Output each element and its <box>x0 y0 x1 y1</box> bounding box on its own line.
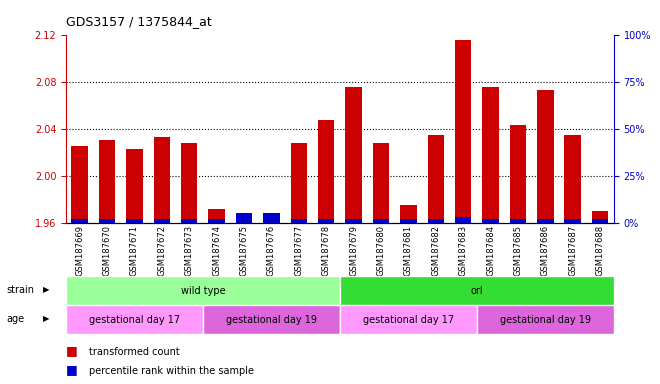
Text: gestational day 19: gestational day 19 <box>500 314 591 325</box>
Text: GSM187684: GSM187684 <box>486 225 495 276</box>
Bar <box>400 205 416 223</box>
Bar <box>340 305 477 334</box>
Bar <box>263 213 280 223</box>
Text: GDS3157 / 1375844_at: GDS3157 / 1375844_at <box>66 15 212 28</box>
Text: percentile rank within the sample: percentile rank within the sample <box>89 366 254 376</box>
Bar <box>154 219 170 223</box>
Text: GSM187687: GSM187687 <box>568 225 578 276</box>
Bar <box>71 146 88 223</box>
Bar <box>592 211 609 223</box>
Text: GSM187686: GSM187686 <box>541 225 550 276</box>
Text: GSM187677: GSM187677 <box>294 225 304 276</box>
Bar <box>236 213 252 223</box>
Text: GSM187682: GSM187682 <box>431 225 440 276</box>
Bar <box>318 219 335 223</box>
Bar <box>537 219 554 223</box>
Text: gestational day 17: gestational day 17 <box>89 314 180 325</box>
Bar <box>455 40 471 223</box>
Bar <box>345 88 362 223</box>
Text: GSM187672: GSM187672 <box>157 225 166 276</box>
Text: GSM187674: GSM187674 <box>212 225 221 276</box>
Bar <box>564 134 581 223</box>
Bar <box>345 219 362 223</box>
Bar <box>99 141 116 223</box>
Bar <box>400 219 416 223</box>
Bar <box>209 219 225 223</box>
Bar <box>537 90 554 223</box>
Bar <box>209 209 225 223</box>
Text: ■: ■ <box>66 344 78 357</box>
Text: GSM187680: GSM187680 <box>376 225 385 276</box>
Bar <box>290 219 307 223</box>
Bar <box>477 305 614 334</box>
Bar <box>99 219 116 223</box>
Bar <box>482 88 499 223</box>
Bar <box>482 219 499 223</box>
Bar <box>428 134 444 223</box>
Text: GSM187676: GSM187676 <box>267 225 276 276</box>
Bar <box>510 219 526 223</box>
Bar <box>428 219 444 223</box>
Bar <box>126 219 143 223</box>
Text: transformed count: transformed count <box>89 347 180 357</box>
Text: GSM187679: GSM187679 <box>349 225 358 276</box>
Bar <box>455 217 471 223</box>
Bar <box>290 143 307 223</box>
Text: GSM187688: GSM187688 <box>595 225 605 276</box>
Text: GSM187669: GSM187669 <box>75 225 84 276</box>
Bar <box>592 219 609 223</box>
Bar <box>181 143 197 223</box>
Text: GSM187683: GSM187683 <box>459 225 468 276</box>
Text: gestational day 17: gestational day 17 <box>363 314 454 325</box>
Bar <box>66 305 203 334</box>
Bar <box>510 125 526 223</box>
Text: ▶: ▶ <box>43 285 49 295</box>
Bar <box>373 219 389 223</box>
Text: GSM187678: GSM187678 <box>321 225 331 276</box>
Bar <box>154 137 170 223</box>
Bar <box>340 276 614 305</box>
Bar <box>71 219 88 223</box>
Text: GSM187681: GSM187681 <box>404 225 413 276</box>
Text: gestational day 19: gestational day 19 <box>226 314 317 325</box>
Text: GSM187675: GSM187675 <box>240 225 249 276</box>
Text: GSM187670: GSM187670 <box>102 225 112 276</box>
Bar <box>181 219 197 223</box>
Bar <box>203 305 340 334</box>
Bar <box>318 121 335 223</box>
Bar <box>564 219 581 223</box>
Bar <box>373 143 389 223</box>
Bar <box>126 149 143 223</box>
Text: GSM187673: GSM187673 <box>185 225 194 276</box>
Text: ■: ■ <box>66 363 78 376</box>
Text: strain: strain <box>7 285 34 295</box>
Text: ▶: ▶ <box>43 314 49 323</box>
Text: GSM187671: GSM187671 <box>130 225 139 276</box>
Text: orl: orl <box>471 286 483 296</box>
Text: age: age <box>7 314 24 324</box>
Text: wild type: wild type <box>181 286 225 296</box>
Text: GSM187685: GSM187685 <box>513 225 523 276</box>
Bar <box>66 276 340 305</box>
